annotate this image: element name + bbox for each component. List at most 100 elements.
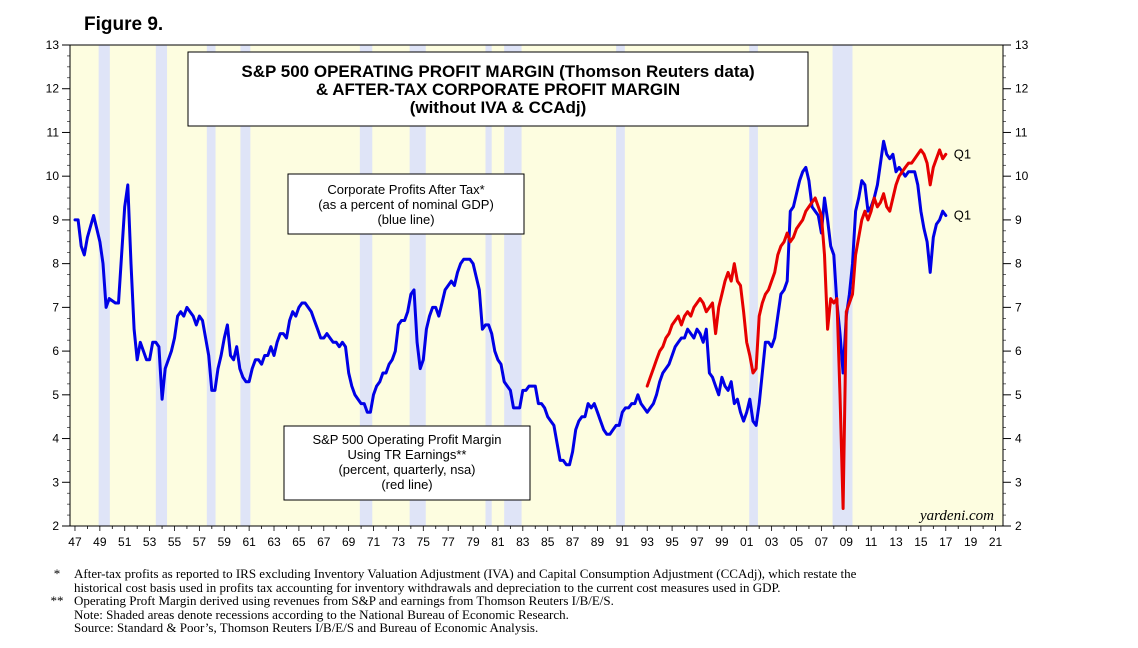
x-tick-label: 09 (840, 535, 854, 549)
red-annotation-line-3: (percent, quarterly, nsa) (338, 462, 475, 477)
x-tick-label: 93 (641, 535, 655, 549)
y-tick-label-right: 12 (1015, 82, 1029, 96)
red-series-end-label: Q1 (954, 146, 971, 161)
y-tick-label-left: 11 (47, 125, 60, 139)
chart-title-box: S&P 500 OPERATING PROFIT MARGIN (Thomson… (187, 51, 809, 127)
recession-band (155, 45, 168, 526)
y-tick-label-right: 4 (1015, 432, 1022, 446)
x-tick-label: 87 (566, 535, 580, 549)
y-tick-label-left: 3 (52, 475, 59, 489)
y-tick-label-left: 6 (52, 344, 59, 358)
footnote-1: * After-tax profits as reported to IRS e… (40, 567, 1040, 594)
chart-title-line-2: & AFTER-TAX CORPORATE PROFIT MARGIN (316, 80, 680, 99)
blue-annotation-line-1: Corporate Profits After Tax* (327, 182, 484, 197)
x-tick-label: 47 (68, 535, 82, 549)
chart-title-line-1: S&P 500 OPERATING PROFIT MARGIN (Thomson… (241, 62, 754, 81)
footnotes: * After-tax profits as reported to IRS e… (40, 567, 1040, 635)
x-tick-label: 05 (790, 535, 804, 549)
y-tick-label-left: 9 (52, 213, 59, 227)
x-tick-label: 61 (242, 535, 256, 549)
y-tick-label-left: 13 (46, 38, 60, 52)
x-tick-label: 83 (516, 535, 530, 549)
recession-band (206, 45, 216, 526)
recession-band (485, 45, 492, 526)
x-tick-label: 07 (815, 535, 829, 549)
x-tick-label: 03 (765, 535, 779, 549)
footnote-2: ** Operating Proft Margin derived using … (40, 594, 1040, 635)
recession-band (359, 45, 373, 526)
y-tick-label-right: 10 (1015, 169, 1029, 183)
x-tick-label: 79 (466, 535, 480, 549)
series-lines (73, 139, 948, 510)
x-tick-label: 97 (690, 535, 704, 549)
footnote-1-mark: * (53, 566, 61, 581)
y-tick-label-right: 3 (1015, 475, 1022, 489)
x-tick-label: 19 (964, 535, 978, 549)
x-tick-label: 13 (889, 535, 903, 549)
y-tick-label-right: 11 (1015, 125, 1028, 139)
blue-annotation-line-2: (as a percent of nominal GDP) (318, 197, 494, 212)
blue-line-annotation: Corporate Profits After Tax* (as a perce… (287, 173, 525, 235)
blue-series-end-label: Q1 (954, 208, 971, 223)
y-tick-label-right: 2 (1015, 519, 1022, 533)
x-tick-label: 67 (317, 535, 331, 549)
x-tick-label: 51 (118, 535, 132, 549)
x-tick-label: 71 (367, 535, 381, 549)
y-tick-label-left: 5 (52, 388, 59, 402)
note-line: Note: Shaded areas denote recessions acc… (74, 606, 569, 622)
x-tick-label: 15 (914, 535, 928, 549)
x-tick-label: 63 (267, 535, 281, 549)
y-tick-label-right: 13 (1015, 38, 1029, 52)
y-tick-label-left: 4 (52, 432, 59, 446)
recession-band (832, 45, 853, 526)
x-tick-label: 91 (616, 535, 630, 549)
red-line-annotation: S&P 500 Operating Profit Margin Using TR… (283, 425, 531, 501)
y-tick-label-left: 2 (52, 519, 59, 533)
footnote-1-line-1: After-tax profits as reported to IRS exc… (74, 566, 857, 581)
watermark: yardeni.com (918, 508, 994, 524)
x-tick-label: 11 (865, 535, 878, 549)
y-tick-label-left: 7 (52, 300, 59, 314)
x-tick-label: 81 (491, 535, 505, 549)
x-tick-label: 55 (168, 535, 182, 549)
x-tick-label: 73 (392, 535, 406, 549)
recession-band (409, 45, 426, 526)
y-tick-label-right: 7 (1015, 300, 1022, 314)
y-tick-label-right: 9 (1015, 213, 1022, 227)
recession-band (240, 45, 251, 526)
y-tick-label-right: 6 (1015, 344, 1022, 358)
x-tick-label: 57 (193, 535, 207, 549)
red-annotation-line-4: (red line) (381, 477, 432, 492)
y-tick-label-right: 5 (1015, 388, 1022, 402)
recession-band (504, 45, 522, 526)
x-tick-label: 99 (715, 535, 729, 549)
source-line: Source: Standard & Poor’s, Thomson Reute… (74, 620, 539, 636)
x-tick-label: 77 (441, 535, 455, 549)
x-tick-label: 85 (541, 535, 555, 549)
chart-title-line-3: (without IVA & CCAdj) (410, 98, 587, 117)
red-sp500-margin-line (645, 148, 948, 510)
blue-annotation-line-3: (blue line) (377, 212, 434, 227)
x-tick-label: 21 (989, 535, 1003, 549)
x-tick-label: 65 (292, 535, 306, 549)
x-tick-label: 59 (218, 535, 232, 549)
footnote-1-line-2: historical cost basis used in profits ta… (74, 579, 781, 595)
x-tick-label: 75 (417, 535, 431, 549)
footnote-2-line-1: Operating Proft Margin derived using rev… (74, 593, 614, 609)
footnote-2-mark: ** (50, 593, 64, 609)
red-annotation-line-1: S&P 500 Operating Profit Margin (312, 432, 501, 447)
x-tick-label: 49 (93, 535, 107, 549)
y-tick-label-right: 8 (1015, 257, 1022, 271)
red-annotation-line-2: Using TR Earnings** (348, 447, 467, 462)
blue-corporate-profits-line (73, 139, 948, 467)
y-tick-label-left: 12 (46, 82, 60, 96)
y-tick-label-left: 10 (46, 169, 60, 183)
y-axis: 2 2 3 3 4 4 5 5 6 6 7 7 8 8 9 9 10 10 11 11 12 12 13 13 (46, 38, 1029, 533)
x-tick-label: 17 (939, 535, 953, 549)
x-tick-label: 89 (591, 535, 605, 549)
x-tick-label: 53 (143, 535, 157, 549)
x-tick-label: 01 (740, 535, 754, 549)
y-tick-label-left: 8 (52, 257, 59, 271)
recession-band (616, 45, 625, 526)
